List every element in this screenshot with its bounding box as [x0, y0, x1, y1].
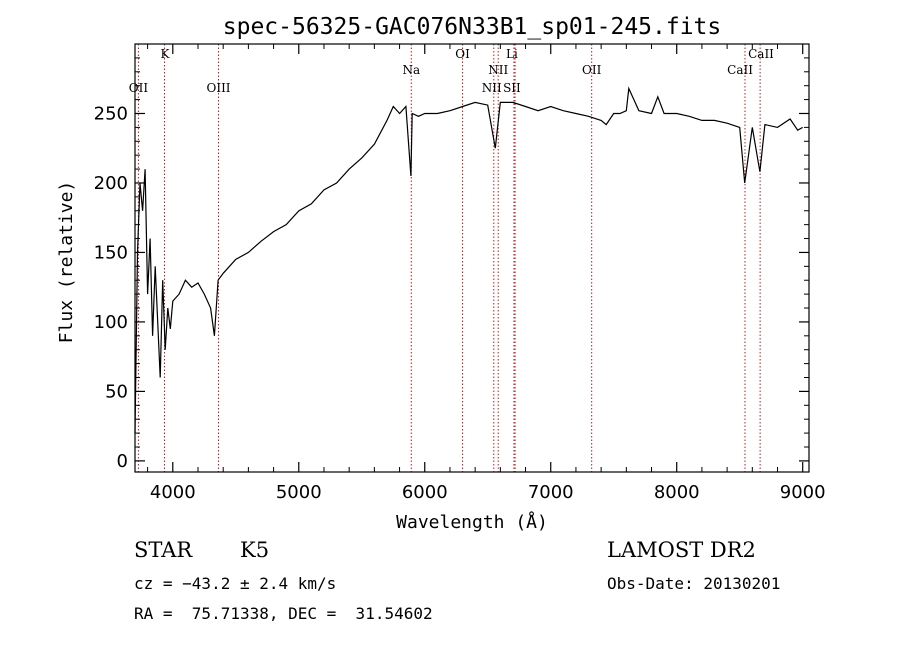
- object-subclass: K5: [240, 538, 270, 562]
- plot-frame: [134, 43, 810, 473]
- x-tick-label: 8000: [654, 482, 700, 503]
- line-marker-label: OII: [129, 81, 149, 95]
- axis-ticks: 4000 5000 6000 7000 8000 9000 0 50 100 150 200 250: [94, 44, 826, 503]
- y-tick-label: 0: [117, 451, 128, 472]
- line-marker-label: OIII: [206, 81, 230, 95]
- line-marker-label: Li: [506, 47, 518, 61]
- spectrum-line: [134, 86, 803, 434]
- object-class: STAR: [134, 538, 193, 562]
- x-tick-label: 7000: [528, 482, 574, 503]
- line-marker-label: CaII: [727, 63, 753, 77]
- x-tick-label: 9000: [780, 482, 826, 503]
- y-tick-label: 150: [94, 242, 128, 263]
- line-marker-label: OI: [455, 47, 470, 61]
- line-marker-label: OII: [582, 63, 602, 77]
- x-tick-label: 4000: [150, 482, 196, 503]
- chart-title: spec-56325-GAC076N33B1_sp01-245.fits: [223, 14, 722, 40]
- line-marker-label: SII: [503, 81, 521, 95]
- obs-date: Obs-Date: 20130201: [607, 574, 781, 593]
- y-tick-label: 50: [105, 381, 128, 402]
- line-marker-label: CaII: [748, 47, 774, 61]
- survey-name: LAMOST DR2: [607, 538, 756, 562]
- ra-dec-coords: RA = 75.71338, DEC = 31.54602: [134, 604, 433, 623]
- y-tick-label: 100: [94, 312, 128, 333]
- y-tick-label: 200: [94, 173, 128, 194]
- line-marker-label: Na: [402, 63, 420, 77]
- line-marker-label: NII: [488, 63, 508, 77]
- x-tick-label: 6000: [402, 482, 448, 503]
- y-tick-label: 250: [94, 103, 128, 124]
- line-markers: OII K OIII Na OI NII NII Li SII OII CaII CaII: [129, 44, 774, 472]
- line-marker-label: NII: [482, 81, 502, 95]
- x-tick-label: 5000: [276, 482, 322, 503]
- y-axis-label: Flux (relative): [56, 181, 77, 344]
- redshift-cz: cz = −43.2 ± 2.4 km/s: [134, 574, 337, 593]
- x-axis-label: Wavelength (Å): [396, 511, 548, 533]
- line-marker-label: K: [160, 47, 170, 61]
